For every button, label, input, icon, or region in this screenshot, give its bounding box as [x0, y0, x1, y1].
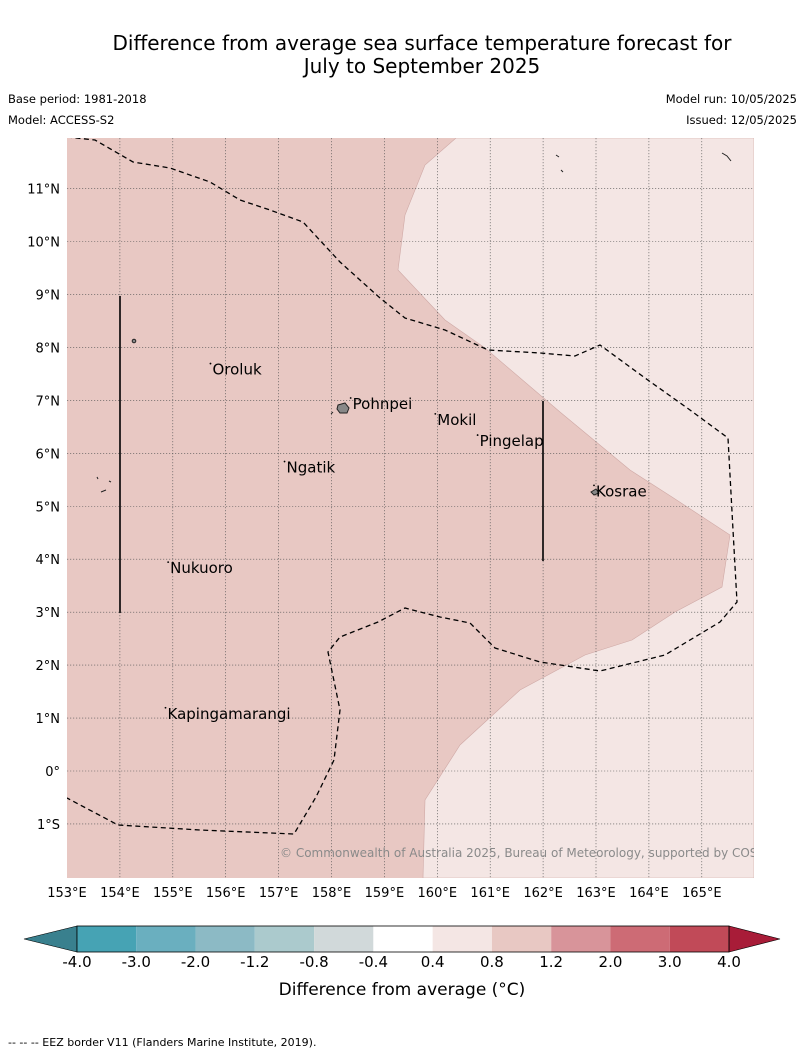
colorbar-segment [669, 926, 729, 952]
colorbar-tick-label: -0.8 [299, 953, 329, 971]
place-marker [434, 412, 437, 415]
longitude-label: 156°E [206, 886, 246, 901]
place-label-pingelap: Pingelap [480, 432, 544, 450]
colorbar-segment [195, 926, 255, 952]
latitude-label: 1°S [37, 818, 60, 833]
eez-border [67, 138, 738, 835]
axis-labels: 153°E 154°E 155°E 156°E 157°E 158°E 159°E 160°E… [27, 183, 721, 901]
place-label-nukuoro: Nukuoro [170, 559, 233, 577]
colorbar-segment [77, 926, 137, 952]
latitude-label: 0° [45, 765, 60, 780]
small-islands [96, 476, 112, 493]
place-marker [349, 397, 352, 399]
latitude-label: 2°N [36, 659, 61, 674]
place-label-oroluk: Oroluk [212, 361, 261, 379]
colorbar-tick-label: -0.4 [358, 953, 388, 971]
colorbar-tick-label: 0.8 [479, 953, 504, 971]
colorbar-segment [610, 926, 670, 952]
longitude-label: 161°E [470, 886, 510, 901]
place-marker [476, 434, 479, 436]
colorbar-tick-label: -2.0 [180, 953, 211, 971]
small-islands-north [555, 152, 732, 173]
colorbar-segment [314, 926, 374, 952]
place-label-mokil: Mokil [437, 411, 476, 429]
colorbar-tick-label: -4.0 [62, 953, 92, 971]
colorbar-tick-label: 1.2 [539, 953, 564, 971]
latitude-label: 11°N [27, 183, 60, 198]
kosrae-island [590, 488, 600, 496]
base-period: Base period: 1981-2018 [8, 92, 147, 106]
place-marker [167, 561, 170, 564]
map-title: Difference from average sea surface temp… [0, 32, 804, 78]
longitude-label: 158°E [312, 886, 352, 901]
place-marker [209, 362, 212, 365]
longitude-label: 162°E [523, 886, 563, 901]
colorbar-label: Difference from average (°C) [278, 980, 526, 1000]
colorbar-segment [551, 926, 611, 952]
colorbar-tick-label: 4.0 [717, 953, 741, 971]
title-line-2: July to September 2025 [303, 54, 541, 78]
latitude-label: 6°N [36, 447, 61, 462]
longitude-label: 164°E [629, 886, 669, 901]
latitude-label: 8°N [36, 341, 61, 356]
colorbar-segment [432, 926, 492, 952]
place-label-kapingamarangi: Kapingamarangi [168, 705, 291, 723]
colorbar-segment [254, 926, 315, 952]
colorbar-segment [373, 926, 433, 952]
islands [96, 152, 732, 496]
colorbar-under-arrow [23, 925, 78, 953]
latitude-label: 10°N [27, 236, 60, 251]
latitude-label: 3°N [36, 606, 61, 621]
place-label-ngatik: Ngatik [287, 459, 336, 477]
longitude-label: 163°E [576, 886, 616, 901]
colorbar-outline [76, 925, 730, 953]
longitude-label: 154°E [100, 886, 140, 901]
longitude-label: 159°E [365, 886, 405, 901]
latitude-label: 5°N [36, 500, 61, 515]
latitude-label: 7°N [36, 394, 61, 409]
place-marker [593, 484, 595, 487]
colorbar [23, 925, 781, 953]
colorbar-tick-label: 2.0 [598, 953, 623, 971]
longitude-label: 165°E [682, 886, 722, 901]
title-line-1: Difference from average sea surface temp… [112, 31, 732, 55]
colorbar-tick-label: 0.4 [420, 953, 445, 971]
model-name: Model: ACCESS-S2 [8, 113, 115, 127]
latitude-label: 4°N [36, 553, 61, 568]
colorbar-segment [136, 926, 196, 952]
anomaly-region-0.4-0.8 [397, 138, 754, 878]
latitude-label: 1°N [36, 712, 61, 727]
small-island [131, 338, 137, 344]
colorbar-tick-label: -1.2 [240, 953, 270, 971]
copyright-notice: © Commonwealth of Australia 2025, Bureau… [280, 846, 785, 860]
graticule [67, 138, 754, 878]
longitude-label: 157°E [259, 886, 299, 901]
longitude-label: 155°E [153, 886, 193, 901]
latitude-label: 9°N [36, 288, 61, 303]
pohnpei-island [336, 402, 350, 414]
colorbar-tick-label: 3.0 [657, 953, 682, 971]
small-islet [330, 411, 334, 415]
colorbar-segment [491, 926, 552, 952]
colorbar-over-arrow [728, 925, 781, 953]
issued-date: Issued: 12/05/2025 [686, 113, 797, 127]
place-label-pohnpei: Pohnpei [353, 395, 413, 413]
place-label-kosrae: Kosrae [596, 482, 647, 500]
longitude-label: 160°E [418, 886, 458, 901]
place-marker [164, 706, 167, 709]
place-marker [283, 460, 286, 463]
longitude-label: 153°E [47, 886, 87, 901]
footnote: -- -- -- EEZ border V11 (Flanders Marine… [8, 1036, 317, 1049]
model-run-date: Model run: 10/05/2025 [665, 92, 797, 106]
colorbar-tick-label: -3.0 [121, 953, 151, 971]
